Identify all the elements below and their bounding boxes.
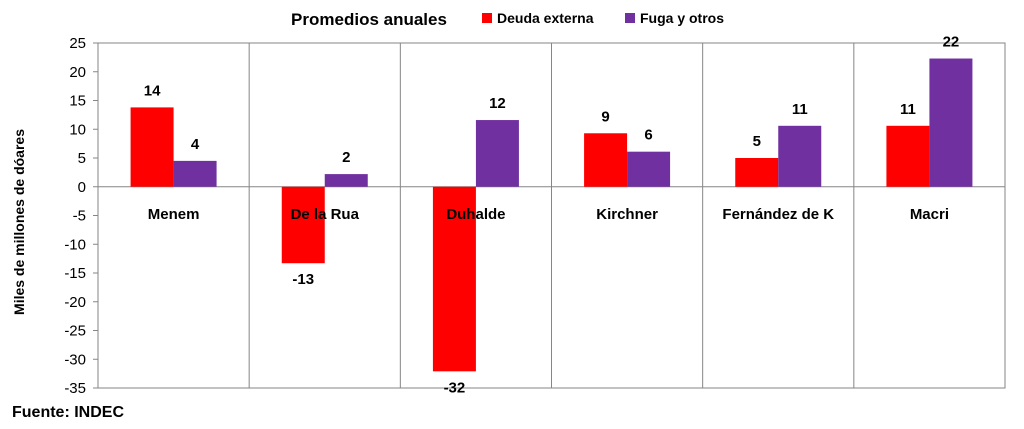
data-label: 9 bbox=[601, 108, 609, 125]
y-tick-label: 10 bbox=[69, 121, 86, 138]
legend: Deuda externa Fuga y otros bbox=[482, 10, 724, 26]
data-label: 6 bbox=[644, 127, 652, 144]
data-label: 2 bbox=[342, 149, 350, 166]
bar-fuga bbox=[929, 58, 973, 187]
y-tick-label: 25 bbox=[69, 35, 86, 52]
bar-fuga bbox=[627, 151, 671, 187]
y-tick-label: -10 bbox=[64, 236, 86, 253]
data-label: 4 bbox=[191, 136, 200, 153]
legend-swatch-fuga bbox=[625, 13, 635, 23]
y-tick-label: -30 bbox=[64, 351, 86, 368]
category-label: Macri bbox=[910, 206, 949, 223]
y-tick-label: -5 bbox=[73, 208, 86, 225]
bar-fuga bbox=[475, 120, 519, 187]
bar-fuga bbox=[778, 125, 822, 187]
y-tick-label: -20 bbox=[64, 294, 86, 311]
labels: 14 4 Menem -13 2 De la Rua -32 12 Duhalde 9 6 Kirch… bbox=[144, 34, 960, 397]
bars bbox=[130, 58, 973, 372]
data-label: 11 bbox=[900, 101, 916, 118]
y-tick-label: -15 bbox=[64, 265, 86, 282]
data-label: 11 bbox=[792, 101, 808, 118]
legend-swatch-deuda bbox=[482, 13, 492, 23]
y-tick-label: 20 bbox=[69, 64, 86, 81]
bar-deuda bbox=[281, 186, 325, 264]
bar-deuda bbox=[432, 186, 476, 372]
category-label: Kirchner bbox=[596, 206, 658, 223]
legend-label-fuga: Fuga y otros bbox=[640, 10, 724, 26]
data-label: 22 bbox=[943, 34, 960, 51]
category-label: Menem bbox=[148, 206, 200, 223]
category-label: Duhalde bbox=[446, 206, 505, 223]
category-label: Fernández de K bbox=[722, 206, 834, 223]
source-note: Fuente: INDEC bbox=[12, 404, 124, 421]
data-label: 14 bbox=[144, 82, 161, 99]
y-tick-label: -25 bbox=[64, 323, 86, 340]
data-label: -13 bbox=[292, 271, 314, 288]
data-label: -32 bbox=[444, 379, 466, 396]
category-label: De la Rua bbox=[291, 206, 360, 223]
bar-deuda bbox=[886, 125, 930, 187]
data-label: 5 bbox=[753, 133, 761, 150]
data-label: 12 bbox=[489, 95, 506, 112]
bar-deuda bbox=[735, 158, 779, 187]
grid bbox=[97, 42, 1006, 389]
y-axis-label: Miles de millones de dóares bbox=[11, 129, 27, 315]
bar-fuga bbox=[324, 174, 368, 187]
legend-label-deuda: Deuda externa bbox=[497, 10, 594, 26]
bar-deuda bbox=[130, 107, 174, 187]
y-tick-label: -35 bbox=[64, 380, 86, 397]
y-tick-label: 0 bbox=[78, 179, 86, 196]
y-tick-label: 5 bbox=[78, 150, 86, 167]
y-tick-label: 15 bbox=[69, 93, 86, 110]
chart-title: Promedios anuales bbox=[291, 10, 447, 29]
bar-fuga bbox=[173, 160, 217, 187]
bar-deuda bbox=[584, 133, 628, 187]
